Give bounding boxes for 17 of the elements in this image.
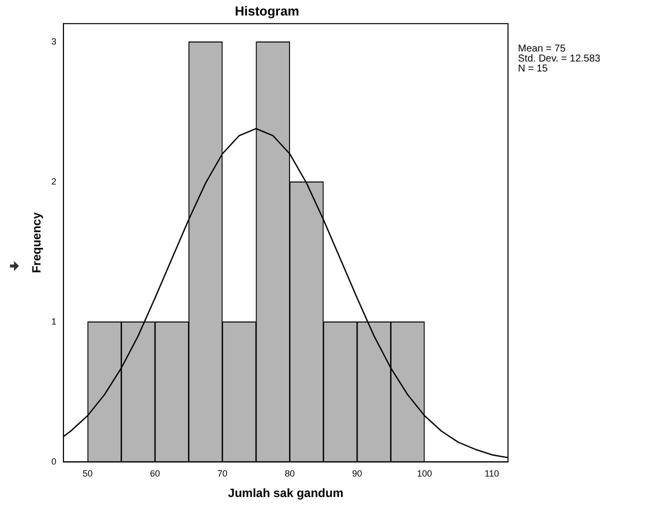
y-tick-label: 0 bbox=[51, 456, 56, 466]
text: Std. Dev. = 12.583 bbox=[518, 53, 601, 64]
x-tick-label: 90 bbox=[352, 468, 362, 479]
text: Mean = 75 bbox=[518, 43, 566, 54]
text: N = 15 bbox=[518, 63, 548, 74]
x-tick-label: 110 bbox=[484, 468, 500, 479]
x-tick-label: 80 bbox=[284, 468, 295, 479]
y-tick-label: 3 bbox=[51, 36, 56, 46]
y-tick-label: 1 bbox=[51, 316, 56, 326]
x-tick-label: 50 bbox=[82, 468, 93, 479]
x-axis-title: Jumlah sak gandum bbox=[228, 486, 344, 500]
y-axis-title: Frequency bbox=[30, 212, 44, 274]
x-tick-label: 60 bbox=[150, 468, 160, 479]
chart-title: Histogram bbox=[234, 3, 300, 18]
y-tick-label: 2 bbox=[51, 176, 56, 186]
x-tick-label: 70 bbox=[217, 468, 228, 479]
x-tick-label: 100 bbox=[416, 468, 432, 479]
